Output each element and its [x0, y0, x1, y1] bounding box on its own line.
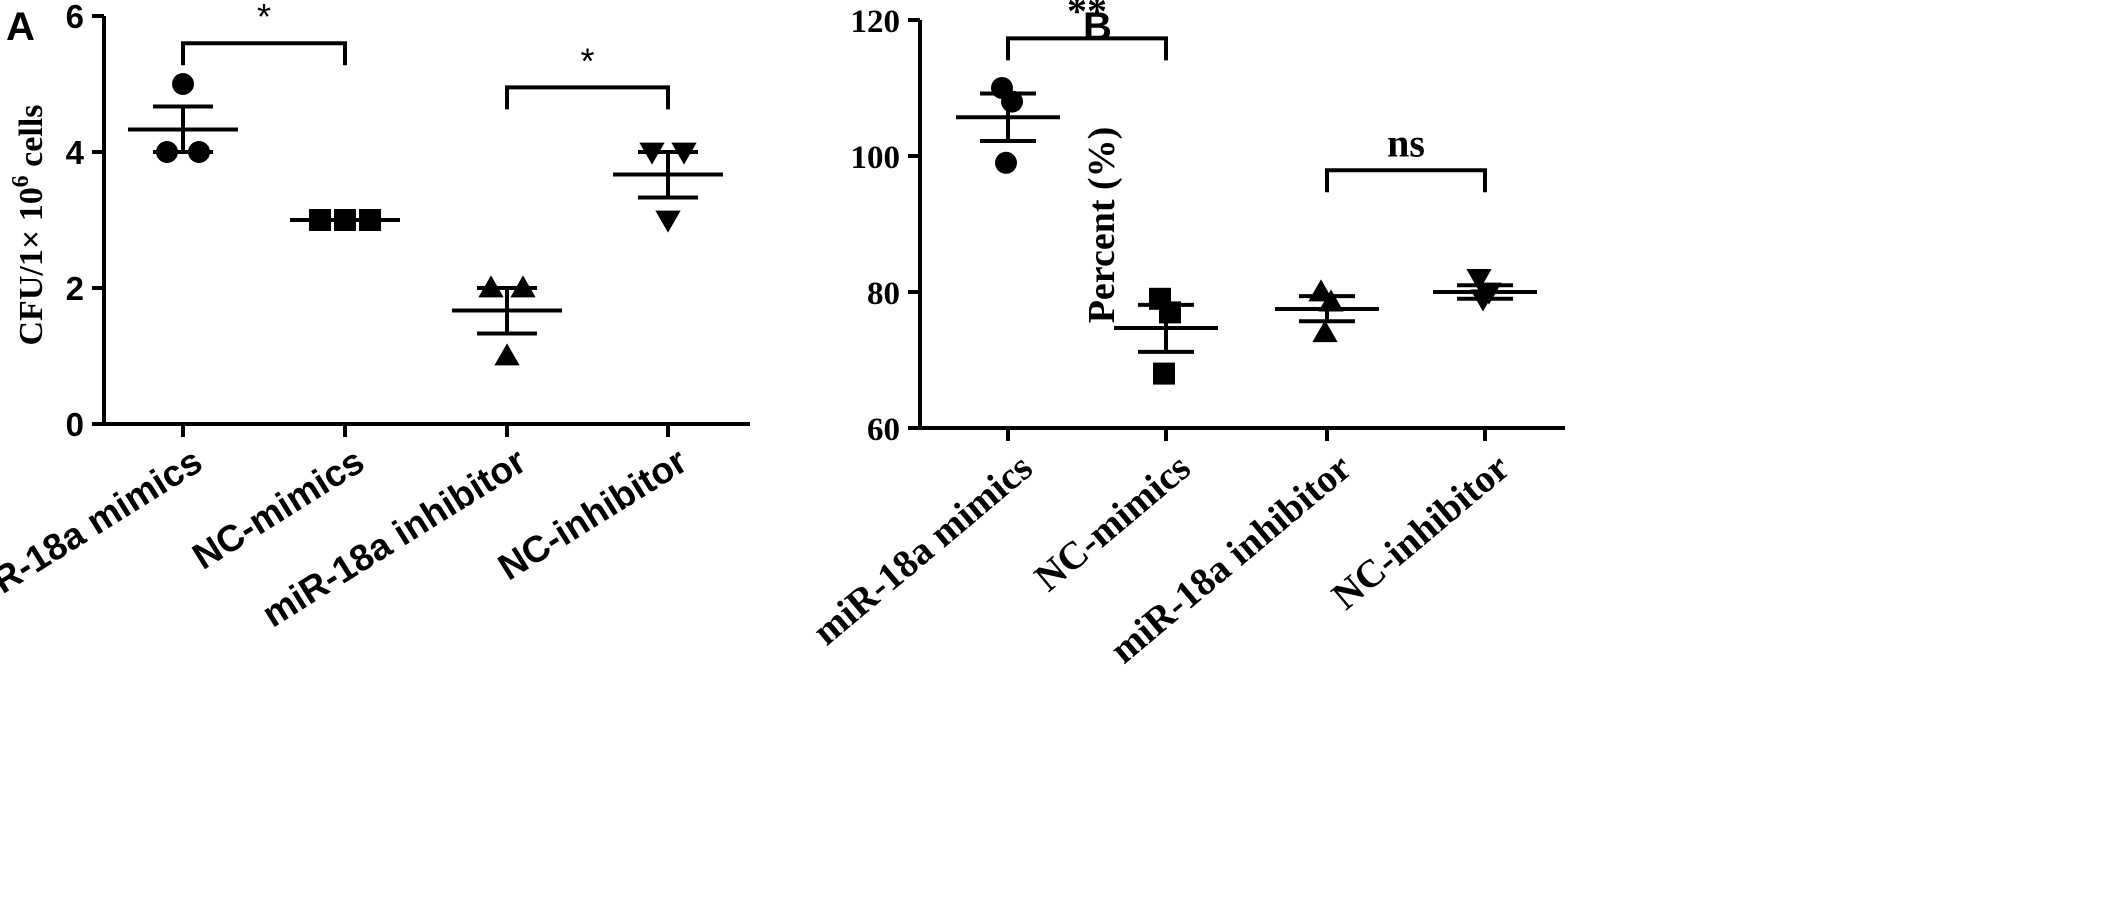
data-point-a-2-0: [478, 275, 504, 298]
data-point-a-0-1: [156, 141, 178, 163]
category-label-a-2: miR-18a inhibitor: [255, 440, 533, 635]
data-point-a-3-0: [639, 142, 665, 165]
significance-bracket-b-1: [1325, 168, 1487, 193]
data-point-a-0-0: [172, 73, 194, 95]
significance-bracket-b-0: [1006, 36, 1168, 61]
y-tick-label-b-2: 100: [851, 140, 901, 176]
significance-bracket-a-1: [505, 85, 670, 110]
y-axis-label-a-sup: 6: [8, 175, 34, 187]
data-point-a-0-2: [188, 141, 210, 163]
category-label-b-1: NC-mimics: [1026, 446, 1198, 600]
significance-label-b-1: ns: [1387, 120, 1425, 165]
y-tick-label-b-1: 80: [867, 276, 900, 312]
data-point-b-3-0: [1466, 269, 1492, 292]
data-point-a-3-2: [655, 210, 681, 233]
y-axis-label-a: CFU/1× 106 cells: [8, 104, 50, 345]
panel-b: B Percent (%) 60 80 100 120 miR-18a mimicsNC…: [805, 0, 1565, 672]
data-point-b-3-2: [1470, 289, 1496, 312]
y-axis-label-a-main: CFU/1× 10: [13, 187, 50, 345]
significance-label-b-0: **: [1067, 0, 1107, 33]
data-point-a-2-2: [494, 343, 520, 366]
panel-label-a: A: [6, 5, 35, 49]
significance-bracket-a-0: [181, 41, 347, 66]
data-point-b-0-2: [995, 151, 1017, 174]
y-tick-label-b-3: 120: [851, 4, 901, 40]
significance-label-a-0: *: [257, 0, 271, 37]
y-tick-label-a-2: 4: [66, 134, 85, 171]
data-point-b-0-1: [1001, 90, 1023, 113]
category-label-b-0: miR-18a mimics: [805, 446, 1041, 654]
data-point-b-2-2: [1312, 320, 1338, 343]
data-point-a-3-1: [671, 142, 697, 165]
data-point-b-2-0: [1308, 279, 1334, 302]
y-axis-label-a-tail: cells: [13, 104, 50, 175]
panel-label-b: B: [1083, 5, 1112, 49]
y-axis-label-b: Percent (%): [1081, 127, 1123, 324]
data-point-a-2-1: [510, 275, 536, 298]
y-tick-label-a-3: 6: [66, 0, 84, 35]
y-tick-label-a-1: 2: [66, 270, 84, 307]
data-point-b-1-1: [1159, 301, 1181, 324]
significance-label-a-1: *: [580, 40, 594, 81]
y-tick-label-a-0: 0: [66, 406, 84, 443]
category-label-a-0: miR-18a mimics: [0, 440, 209, 624]
data-point-b-1-2: [1153, 362, 1175, 385]
y-tick-label-b-0: 60: [867, 412, 900, 448]
data-point-b-2-1: [1318, 289, 1344, 312]
